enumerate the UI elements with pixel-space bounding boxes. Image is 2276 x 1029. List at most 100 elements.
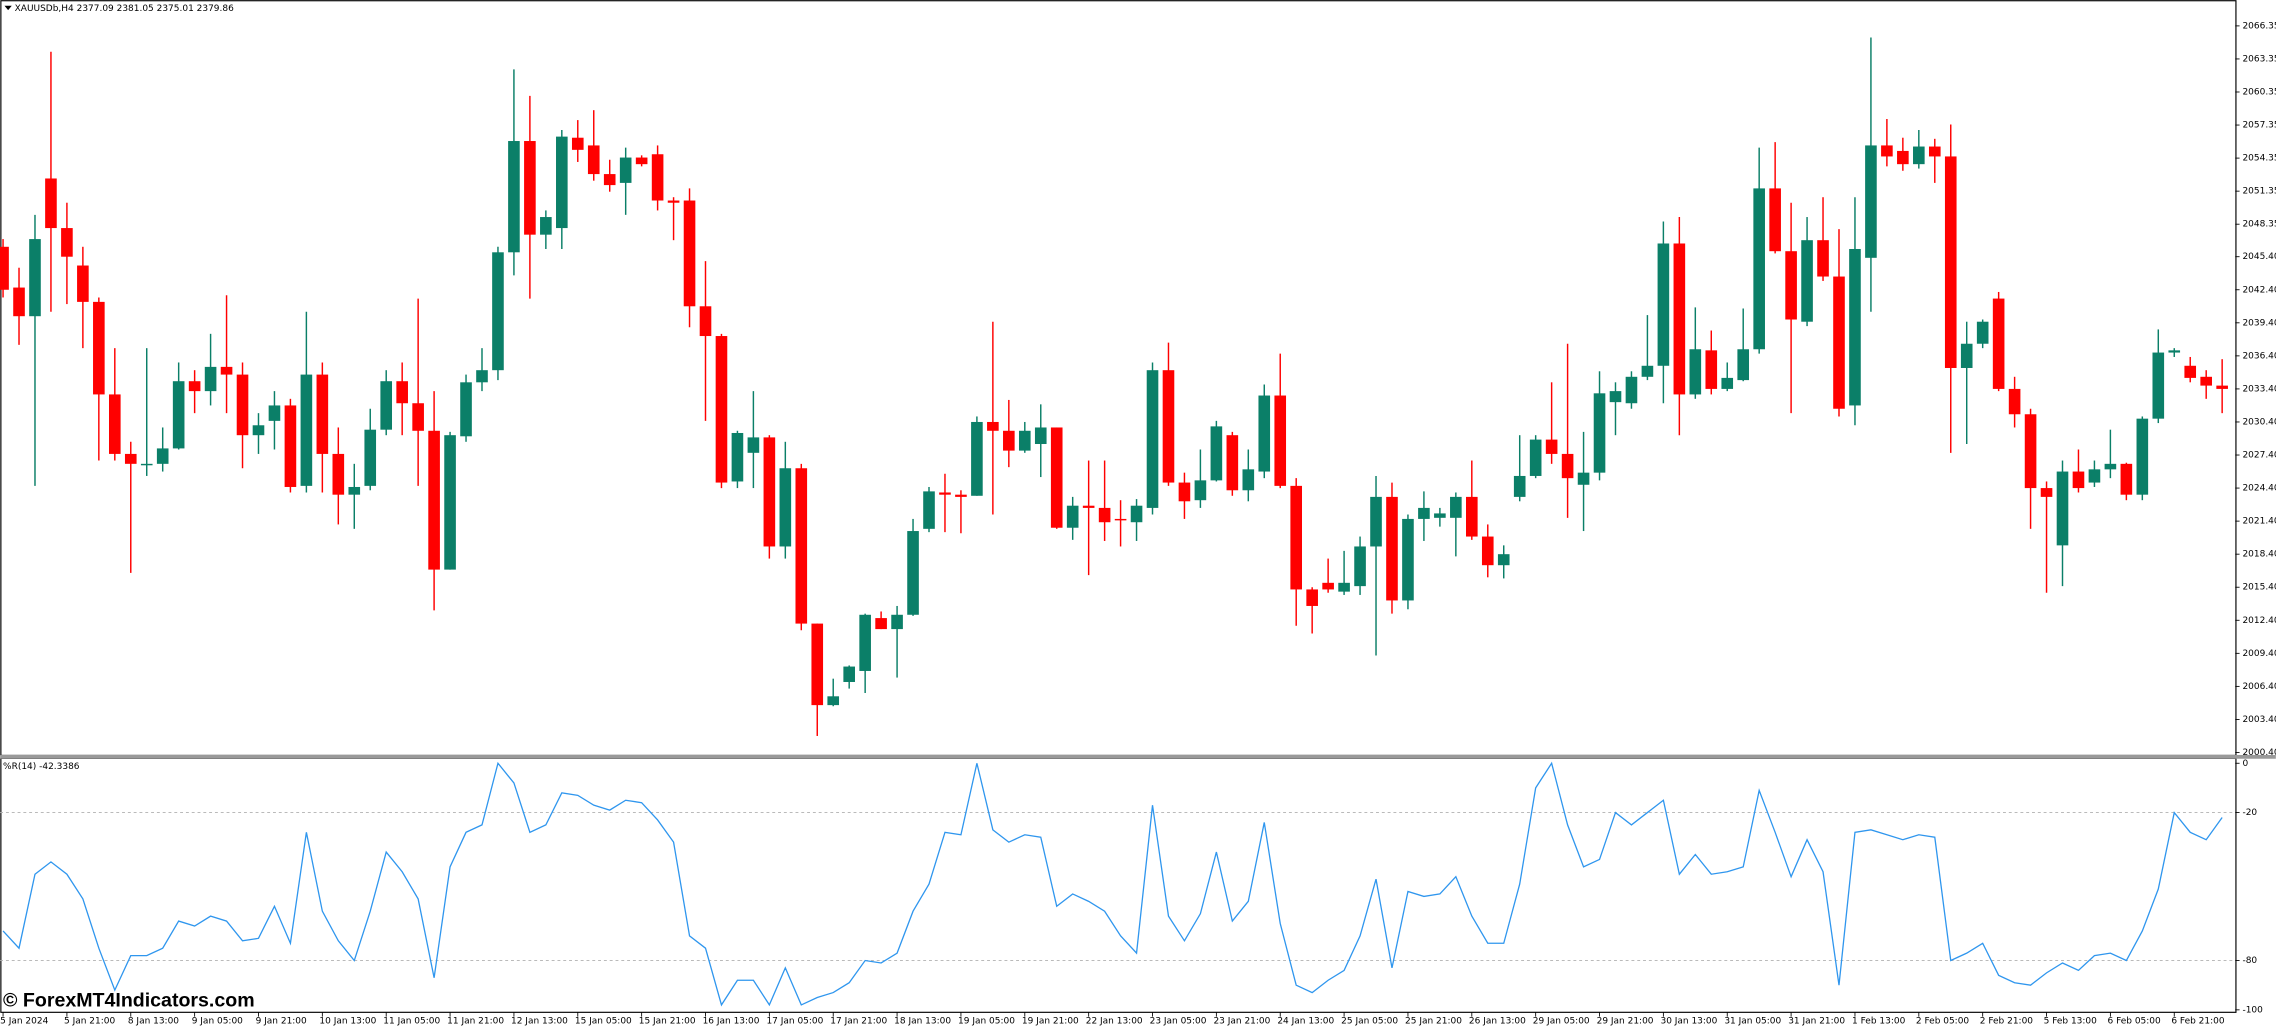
candle-body — [1242, 469, 1255, 491]
x-tick-label: 31 Jan 21:00 — [1788, 1017, 1845, 1027]
candle-body — [444, 435, 456, 570]
candle-body — [140, 463, 153, 466]
candle-body — [1753, 188, 1765, 350]
candle-body — [556, 136, 568, 229]
candle-body — [1625, 376, 1638, 404]
candle-body — [603, 174, 616, 186]
candle-body — [763, 437, 776, 547]
candle-body — [412, 403, 424, 431]
candle-body — [2216, 385, 2228, 389]
candle-body — [1705, 350, 1718, 389]
candle-body — [1434, 513, 1446, 518]
y-tick-label: 2021.40 — [2242, 517, 2276, 527]
candle-body — [1162, 370, 1175, 483]
y-tick-label: 2060.35 — [2242, 87, 2276, 97]
x-tick-label: 23 Jan 05:00 — [1150, 1017, 1207, 1027]
candle-body — [795, 468, 808, 624]
candle-body — [77, 265, 89, 302]
candle-body — [1290, 485, 1303, 590]
candle-body — [875, 618, 887, 630]
candle-body — [2040, 488, 2053, 497]
watermark: © ForexMT4Indicators.com — [3, 990, 255, 1012]
candle-body — [1944, 156, 1957, 368]
candle-body — [1146, 370, 1159, 508]
x-tick-label: 15 Jan 05:00 — [575, 1017, 632, 1027]
y-tick-label: 2048.35 — [2242, 220, 2276, 230]
y-tick-label: 2054.35 — [2242, 154, 2276, 164]
candle-body — [1529, 439, 1542, 476]
candle-body — [1513, 475, 1526, 497]
y-tick-label: -100 — [2242, 1005, 2263, 1015]
candle-body — [332, 453, 345, 495]
candle-body — [61, 228, 73, 257]
indicator-line — [2, 761, 2223, 1007]
candle-body — [811, 623, 824, 706]
x-tick-label: 6 Feb 21:00 — [2171, 1017, 2225, 1027]
candle-body — [1976, 321, 1989, 344]
candle-body — [188, 381, 201, 392]
x-tick-label: 1 Feb 13:00 — [1852, 1017, 1906, 1027]
chart-title: XAUUSDb,H4 2377.09 2381.05 2375.01 2379.… — [15, 4, 234, 14]
x-tick-label: 31 Jan 05:00 — [1724, 1017, 1781, 1027]
candle-body — [348, 486, 361, 495]
candle-body — [1098, 507, 1111, 523]
candle-body — [699, 306, 712, 337]
candle-body — [587, 145, 600, 175]
candle-body — [1003, 430, 1015, 451]
x-tick-label: 17 Jan 21:00 — [830, 1017, 887, 1027]
candle-body — [1737, 349, 1750, 381]
candle-body — [1960, 343, 1973, 368]
candle-body — [2024, 414, 2037, 489]
candle-body — [1050, 427, 1063, 528]
y-tick-label: 2027.40 — [2242, 451, 2276, 461]
candle-body — [827, 696, 840, 706]
candle-body — [1466, 496, 1478, 537]
candle-body — [252, 425, 265, 436]
x-tick-label: 5 Jan 2024 — [0, 1017, 48, 1027]
candle-body — [1274, 395, 1287, 486]
y-tick-label: 2042.40 — [2242, 285, 2276, 295]
candle-body — [2056, 471, 2069, 546]
indicator-title: %R(14) -42.3386 — [3, 762, 80, 772]
x-tick-label: 9 Jan 21:00 — [256, 1017, 307, 1027]
x-tick-label: 26 Jan 13:00 — [1469, 1017, 1526, 1027]
candle-body — [13, 287, 25, 317]
candle-body — [1226, 435, 1239, 491]
y-tick-label: 2024.40 — [2242, 484, 2276, 494]
candle-body — [1881, 145, 1893, 157]
candle-body — [987, 421, 999, 431]
x-tick-label: 25 Jan 21:00 — [1405, 1017, 1462, 1027]
candle-body — [859, 614, 871, 671]
y-tick-label: -20 — [2242, 808, 2257, 818]
x-tick-label: 15 Jan 21:00 — [639, 1017, 696, 1027]
candle-body — [428, 430, 440, 570]
candle-body — [1609, 391, 1622, 403]
x-tick-label: 19 Jan 05:00 — [958, 1017, 1015, 1027]
candle-body — [45, 178, 57, 229]
x-tick-label: 6 Feb 05:00 — [2107, 1017, 2161, 1027]
symbol-menu-icon — [4, 5, 12, 11]
candle-body — [2008, 388, 2021, 415]
candle-body — [891, 614, 903, 630]
candle-body — [1338, 582, 1350, 592]
x-tick-label: 22 Jan 13:00 — [1086, 1017, 1143, 1027]
candle-body — [731, 432, 744, 482]
candle-body — [1721, 377, 1734, 389]
candle-body — [1817, 240, 1829, 277]
x-tick-label: 2 Feb 05:00 — [1916, 1017, 1970, 1027]
candle-body — [316, 374, 329, 454]
y-tick-label: 2012.40 — [2242, 616, 2276, 626]
candle-body — [1386, 496, 1398, 601]
candle-body — [635, 157, 648, 165]
candle-body — [236, 374, 249, 436]
candle-body — [172, 381, 185, 449]
x-tick-label: 5 Feb 13:00 — [2044, 1017, 2098, 1027]
candle-body — [2088, 469, 2101, 483]
candle-body — [460, 382, 472, 437]
x-tick-label: 24 Jan 13:00 — [1277, 1017, 1334, 1027]
candle-body — [843, 666, 855, 682]
candle-body — [667, 200, 680, 203]
y-tick-label: 2003.40 — [2242, 715, 2276, 725]
x-tick-label: 2 Feb 21:00 — [1980, 1017, 2034, 1027]
